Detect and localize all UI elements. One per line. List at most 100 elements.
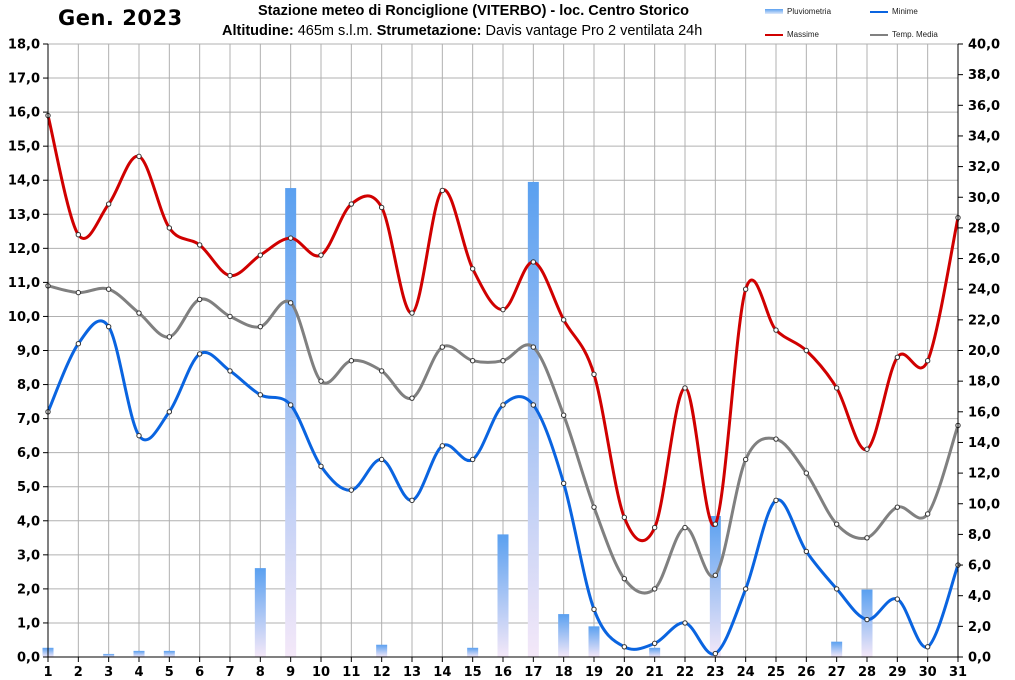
rain-bar	[588, 626, 600, 657]
right-tick-label: 38,0	[968, 68, 1000, 83]
point-avg	[257, 323, 264, 330]
point-avg	[651, 586, 658, 592]
point-avg	[773, 436, 779, 442]
point-min	[530, 402, 537, 408]
point-min	[318, 463, 324, 469]
point-min	[105, 323, 112, 330]
left-tick-label: 1,0	[17, 616, 40, 631]
x-tick-label: 29	[888, 665, 906, 680]
point-avg	[105, 286, 112, 292]
point-min	[439, 443, 446, 449]
x-tick-label: 20	[615, 665, 633, 680]
x-tick-label: 28	[858, 665, 876, 680]
x-tick-label: 10	[312, 665, 330, 680]
x-tick-label: 24	[737, 665, 755, 680]
point-avg	[621, 575, 628, 582]
point-min	[287, 402, 294, 408]
point-min	[409, 497, 415, 504]
point-max	[378, 204, 385, 211]
point-avg	[196, 296, 203, 303]
point-max	[651, 524, 658, 531]
altitude-value: 465m s.l.m.	[297, 23, 373, 39]
point-avg	[742, 456, 749, 463]
point-avg	[469, 358, 476, 364]
rain-bars	[42, 181, 873, 658]
point-avg	[924, 511, 931, 517]
point-max	[469, 266, 476, 272]
legend-max-swatch	[765, 33, 783, 36]
legend-avg-label: Temp. Media	[892, 30, 938, 39]
x-tick-label: 17	[524, 665, 542, 680]
rain-bar	[831, 641, 843, 657]
point-max	[712, 521, 719, 527]
right-tick-label: 10,0	[968, 497, 1000, 512]
point-min	[348, 487, 355, 493]
rain-bar	[254, 568, 266, 657]
right-tick-label: 34,0	[968, 129, 1000, 144]
left-tick-label: 11,0	[8, 276, 40, 291]
x-tick-label: 31	[949, 665, 967, 680]
left-tick-label: 16,0	[8, 106, 40, 121]
legend-rain-label: Pluviometria	[787, 7, 832, 16]
axes	[43, 43, 963, 662]
point-max	[105, 201, 112, 207]
right-tick-label: 30,0	[968, 191, 1000, 206]
rain-bar	[861, 589, 873, 657]
point-min	[591, 606, 597, 613]
left-tick-label: 13,0	[8, 208, 40, 223]
right-tick-label: 8,0	[968, 528, 991, 543]
right-tick-label: 26,0	[968, 252, 1000, 267]
left-tick-label: 7,0	[17, 412, 40, 427]
legend-rain-swatch	[765, 9, 783, 15]
left-tick-label: 17,0	[8, 72, 40, 87]
point-max	[742, 286, 749, 292]
point-min	[166, 409, 173, 415]
x-tick-label: 30	[919, 665, 937, 680]
x-tick-label: 3	[104, 665, 113, 680]
legend-rain: Pluviometria	[765, 7, 831, 16]
rain-bar	[376, 644, 388, 657]
point-avg	[894, 504, 901, 510]
point-min	[712, 650, 719, 657]
legend-min: Minime	[870, 7, 918, 16]
left-tick-label: 12,0	[8, 242, 40, 257]
point-avg	[833, 521, 840, 527]
right-tick-label: 6,0	[968, 559, 991, 574]
point-max	[864, 446, 870, 452]
rain-bar	[103, 653, 115, 657]
x-tick-label: 22	[676, 665, 694, 680]
x-tick-label: 4	[134, 665, 143, 680]
left-tick-label: 14,0	[8, 174, 40, 189]
point-avg	[500, 358, 506, 364]
x-tick-label: 2	[74, 665, 83, 680]
point-min	[621, 644, 628, 650]
right-tick-label: 32,0	[968, 160, 1000, 175]
grid	[48, 43, 958, 658]
rain-bar	[497, 534, 509, 657]
rain-bar	[709, 516, 721, 657]
right-tick-label: 4,0	[968, 589, 991, 604]
point-max	[530, 259, 537, 265]
point-max	[196, 242, 203, 248]
point-avg	[378, 368, 385, 374]
x-tick-label: 14	[433, 665, 451, 680]
rain-bar	[527, 181, 539, 658]
point-max	[136, 153, 142, 160]
left-tick-label: 9,0	[17, 344, 40, 359]
legend-min-label: Minime	[892, 7, 918, 16]
legend-avg-swatch	[870, 33, 888, 36]
x-tick-label: 1	[43, 665, 52, 680]
left-tick-label: 3,0	[17, 548, 40, 563]
x-tick-label: 5	[165, 665, 174, 680]
left-tick-label: 5,0	[17, 480, 40, 495]
station-name: Stazione meteo di Ronciglione (VITERBO) …	[258, 3, 689, 19]
x-tick-label: 11	[342, 665, 360, 680]
x-tick-label: 9	[286, 665, 295, 680]
point-min	[469, 456, 476, 463]
x-tick-label: 6	[195, 665, 204, 680]
right-tick-label: 20,0	[968, 344, 1000, 359]
x-tick-label: 23	[706, 665, 724, 680]
point-min	[682, 620, 688, 626]
x-tick-label: 21	[646, 665, 664, 680]
